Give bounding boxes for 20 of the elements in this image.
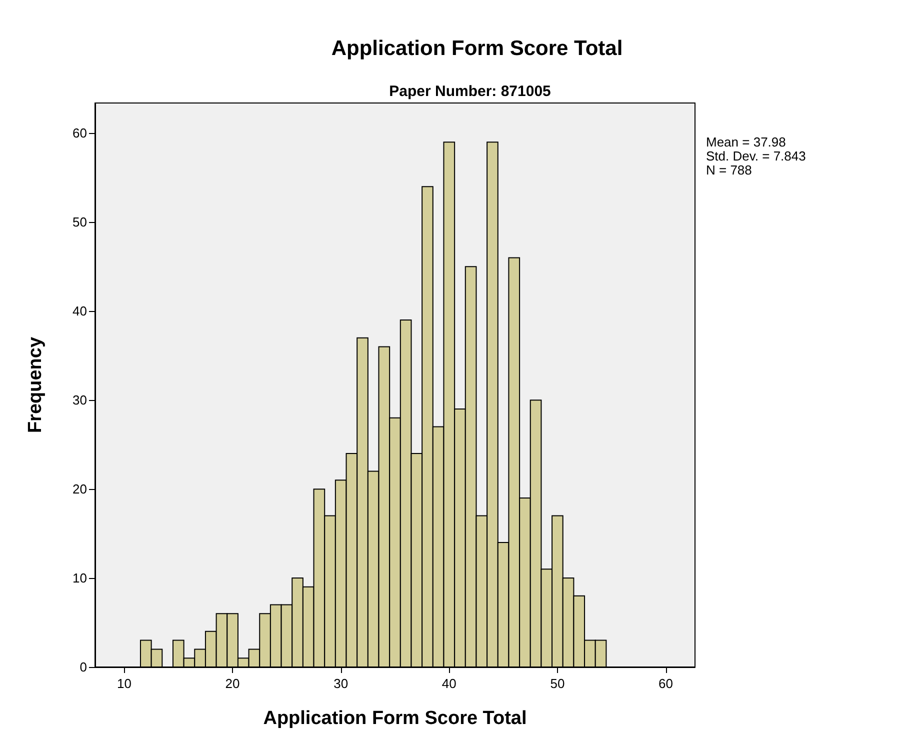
y-tick-label: 20 [72, 482, 87, 497]
x-tick-label: 30 [334, 676, 348, 691]
y-tick-label: 10 [72, 570, 87, 586]
text: N = 788 [706, 162, 752, 178]
x-tick-label: 20 [225, 676, 240, 691]
text: Mean = 37.98 [706, 134, 786, 150]
chart-title: Application Form Score Total [331, 37, 623, 60]
y-tick-label: 50 [72, 214, 87, 230]
x-tick-label: 60 [658, 676, 673, 691]
chart-subtitle: Paper Number: 871005 [389, 83, 551, 100]
y-tick-label: 0 [80, 660, 87, 674]
x-axis-title: Application Form Score Total [263, 708, 527, 729]
x-tick-label: 40 [442, 676, 456, 691]
y-tick-label: 60 [72, 126, 87, 141]
x-tick-label: 50 [550, 676, 565, 691]
y-tick-label: 40 [72, 304, 87, 319]
text: Std. Dev. = 7.843 [706, 148, 806, 164]
x-tick-label: 10 [117, 676, 132, 691]
y-axis-title: Frequency [25, 336, 46, 434]
y-tick-label: 30 [72, 392, 87, 408]
